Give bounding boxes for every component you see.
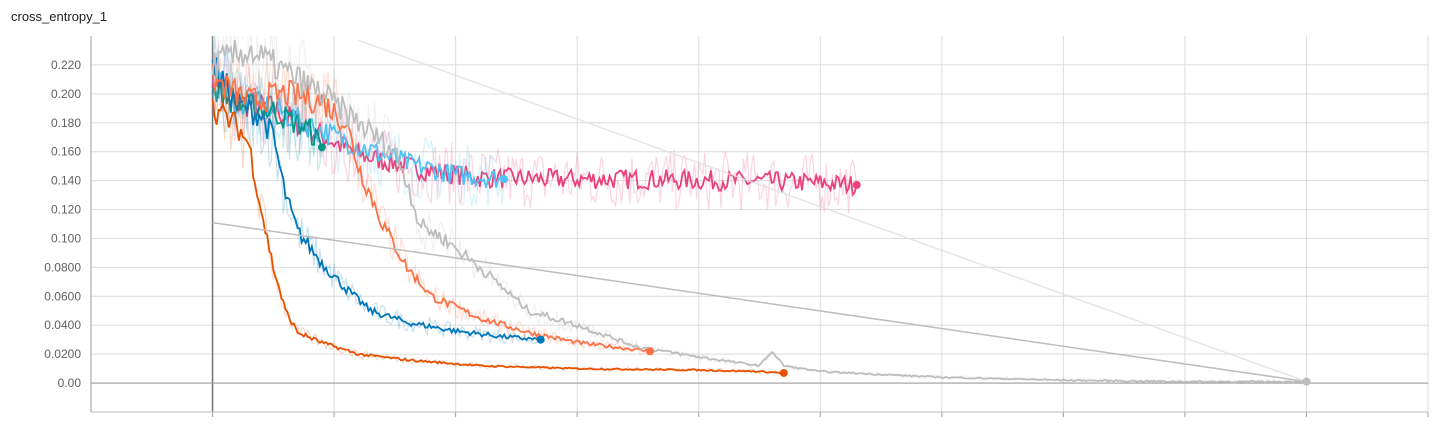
y-tick-label: 0.160	[51, 145, 81, 159]
series-end-marker	[646, 347, 655, 356]
series-end-marker	[779, 368, 788, 377]
series-end-marker	[1302, 377, 1311, 386]
series-raw-line	[211, 50, 505, 207]
y-tick-label: 0.220	[51, 58, 81, 72]
y-tick-label: 0.0800	[44, 260, 81, 274]
series-group	[211, 36, 1307, 385]
series-raw-line	[211, 43, 858, 214]
series-line	[211, 61, 858, 197]
grid-lines	[90, 36, 1429, 417]
series-end-marker	[536, 335, 545, 344]
series-end-marker	[852, 180, 861, 189]
y-tick-label: 0.200	[51, 87, 81, 101]
series-line	[212, 221, 1307, 383]
series-line	[211, 64, 651, 353]
y-tick-label: 0.120	[51, 203, 81, 217]
series-line	[211, 99, 785, 375]
y-tick-label: 0.140	[51, 174, 81, 188]
y-tick-label: 0.0200	[44, 347, 81, 361]
chart-title: cross_entropy_1	[11, 9, 108, 24]
series-raw-line	[211, 62, 323, 171]
series-line	[211, 39, 1307, 384]
series-line	[211, 79, 323, 148]
series-raw-line	[211, 55, 651, 358]
y-axis: 0.00 0.0200 0.0400 0.0600 0.0800 0.100 0.120 0.…	[44, 58, 81, 390]
series-end-markers	[317, 143, 1311, 386]
series-line	[358, 39, 1307, 383]
series-line	[211, 57, 542, 341]
y-tick-label: 0.00	[58, 376, 82, 390]
y-tick-label: 0.0400	[44, 318, 81, 332]
series-raw-line	[211, 36, 542, 345]
series-line	[211, 65, 506, 188]
series-end-marker	[317, 143, 326, 152]
y-tick-label: 0.180	[51, 116, 81, 130]
series-raw-line	[211, 36, 1307, 385]
y-tick-label: 0.100	[51, 231, 81, 245]
series-end-marker	[500, 175, 509, 184]
y-tick-label: 0.0600	[44, 289, 81, 303]
